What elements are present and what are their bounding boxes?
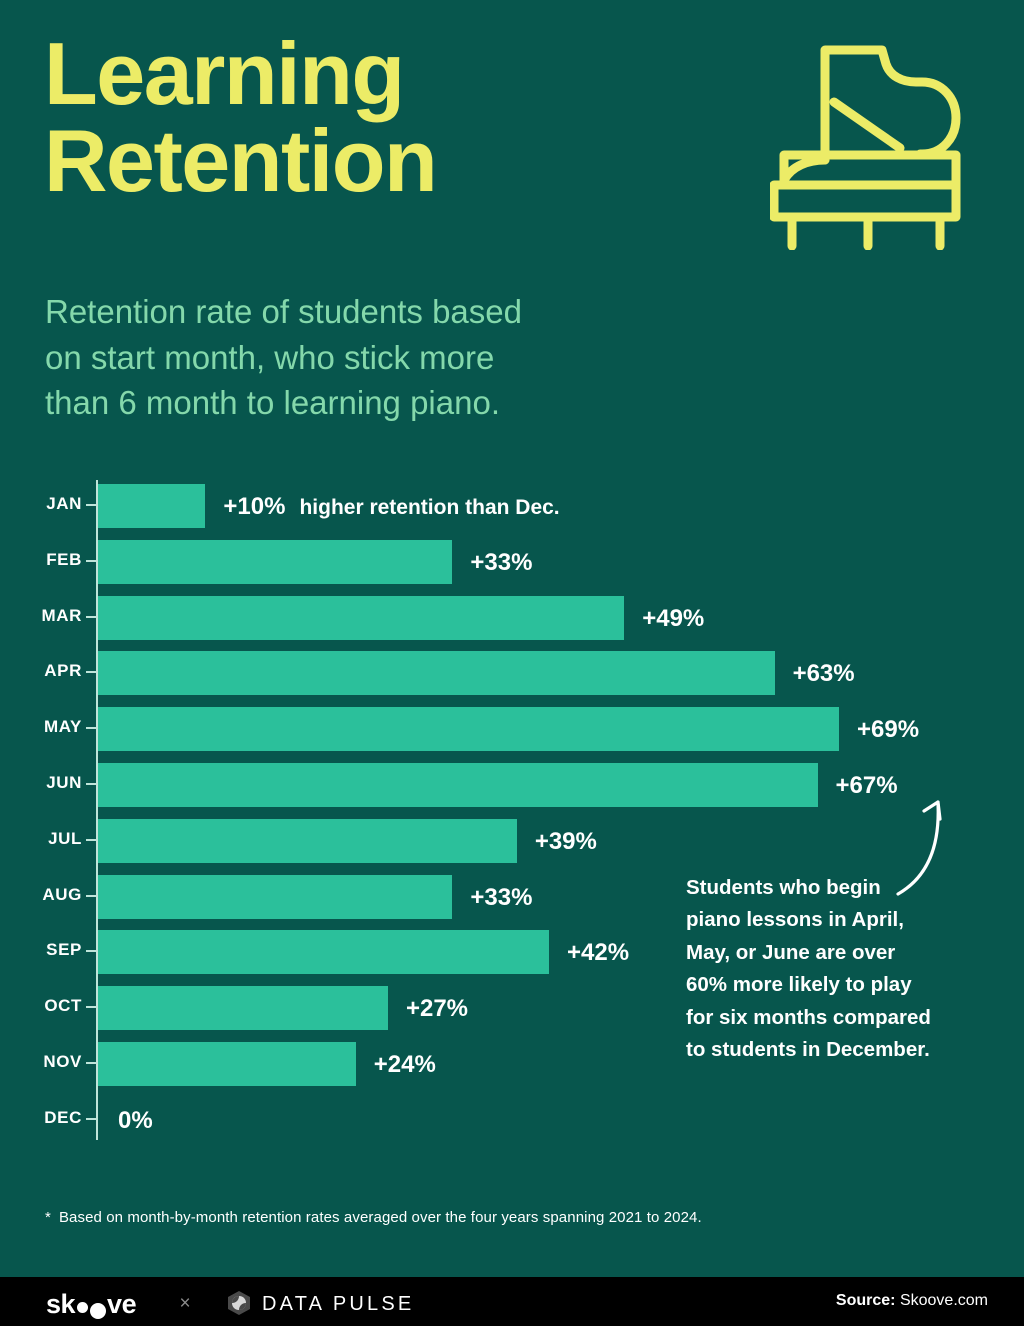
chart-row: DEC 0% — [0, 1092, 1024, 1148]
bar-value-sep: +42% — [567, 939, 630, 967]
chart-axis-line — [96, 480, 98, 1140]
callout-text: Students who begin piano lessons in Apri… — [686, 876, 931, 1061]
chart-row: MAR +49% — [0, 590, 1024, 646]
chart-row: APR +63% — [0, 645, 1024, 701]
month-label-jun: JUN — [46, 773, 82, 792]
footnote-text: Based on month-by-month retention rates … — [58, 1209, 702, 1226]
month-label-may: MAY — [43, 717, 82, 737]
bar-value-aug: +33% — [470, 883, 533, 911]
bar-sep — [98, 930, 550, 975]
bar-mar — [98, 595, 625, 640]
bar-apr — [98, 651, 775, 696]
month-label-jul: JUL — [48, 828, 82, 848]
bar-jan — [98, 484, 206, 528]
bar-nov — [98, 1042, 356, 1086]
month-label-nov: NOV — [43, 1052, 82, 1071]
chart-row: AUG +33% — [0, 869, 1024, 925]
bar-value-dec: 0% — [118, 1106, 153, 1134]
chart-row: OCT +27% — [0, 980, 1024, 1036]
source-credit: Source: Skoove.com — [836, 1292, 988, 1310]
grand-piano-icon — [770, 45, 961, 250]
chart-row: JAN +10% higher retention than Dec. — [0, 478, 1024, 534]
footer-bar: sk ve × DATA PULSE Source: Skoove.com — [0, 1277, 1024, 1326]
bar-value-jan: +10% higher retention than Dec. — [223, 493, 560, 520]
bar-value-jun: +67% — [835, 772, 898, 799]
chart-row: SEP +42% — [0, 924, 1024, 980]
skoove-logo[interactable]: sk ve — [46, 1289, 137, 1320]
bar-jul — [98, 818, 517, 863]
bar-value-nov: +24% — [373, 1051, 436, 1078]
month-label-oct: OCT — [44, 996, 82, 1016]
axis-tick — [86, 504, 97, 506]
bar-may — [98, 707, 839, 752]
chart-row: JUL +39% — [0, 813, 1024, 869]
source-label: Source: — [835, 1292, 896, 1309]
first-bar-note: higher retention than Dec. — [299, 496, 560, 519]
footnote-star: * — [45, 1209, 51, 1226]
month-label-jan: JAN — [46, 494, 82, 513]
source-value: Skoove.com — [899, 1292, 988, 1309]
axis-tick — [86, 950, 97, 953]
bar-feb — [98, 539, 453, 584]
axis-tick — [86, 1006, 97, 1009]
subtitle: Retention rate of students based on star… — [45, 293, 522, 422]
skoove-logo-tail: ve — [107, 1289, 137, 1319]
chart-row: JUN +67% — [0, 757, 1024, 813]
bar-value-apr: +63% — [792, 660, 855, 688]
skoove-logo-head: sk — [46, 1289, 76, 1319]
bar-value-mar: +49% — [642, 604, 705, 632]
axis-tick — [86, 727, 97, 730]
axis-tick — [86, 1117, 97, 1120]
bar-value-feb: +33% — [470, 548, 533, 576]
axis-tick — [86, 894, 97, 897]
bar-value-jul: +39% — [534, 827, 597, 855]
retention-bar-chart: JAN +10% higher retention than Dec. FEB +33%… — [0, 478, 1024, 1168]
footnote: * Based on month-by-month retention rates… — [45, 1209, 702, 1226]
bar-jun — [98, 763, 818, 807]
bar-aug — [98, 874, 453, 919]
month-label-dec: DEC — [44, 1107, 82, 1127]
month-label-apr: APR — [44, 661, 82, 681]
chart-row: FEB +33% — [0, 534, 1024, 590]
page-title: Learning Retention — [44, 24, 438, 211]
chart-row: MAY +69% — [0, 701, 1024, 757]
bar-oct — [98, 986, 388, 1031]
axis-tick — [86, 671, 97, 674]
datapulse-wordmark: DATA PULSE — [262, 1293, 415, 1315]
month-label-aug: AUG — [42, 884, 82, 904]
skoove-logo-dot-small — [77, 1302, 89, 1313]
chart-row: NOV +24% — [0, 1036, 1024, 1092]
axis-tick — [86, 783, 97, 785]
header: Learning Retention — [0, 0, 1024, 270]
bar-value-may: +69% — [857, 716, 920, 744]
skoove-logo-dot-large — [90, 1302, 107, 1319]
month-label-sep: SEP — [46, 940, 82, 960]
curved-arrow-icon — [896, 800, 942, 896]
axis-tick — [86, 615, 97, 618]
month-label-feb: FEB — [46, 549, 82, 569]
bar-value-oct: +27% — [405, 995, 469, 1023]
month-label-mar: MAR — [41, 605, 82, 625]
collab-cross-icon: × — [179, 1293, 191, 1314]
axis-tick — [86, 1062, 97, 1064]
datapulse-hex-icon — [228, 1291, 250, 1315]
axis-tick — [86, 559, 97, 562]
axis-tick — [86, 838, 97, 841]
